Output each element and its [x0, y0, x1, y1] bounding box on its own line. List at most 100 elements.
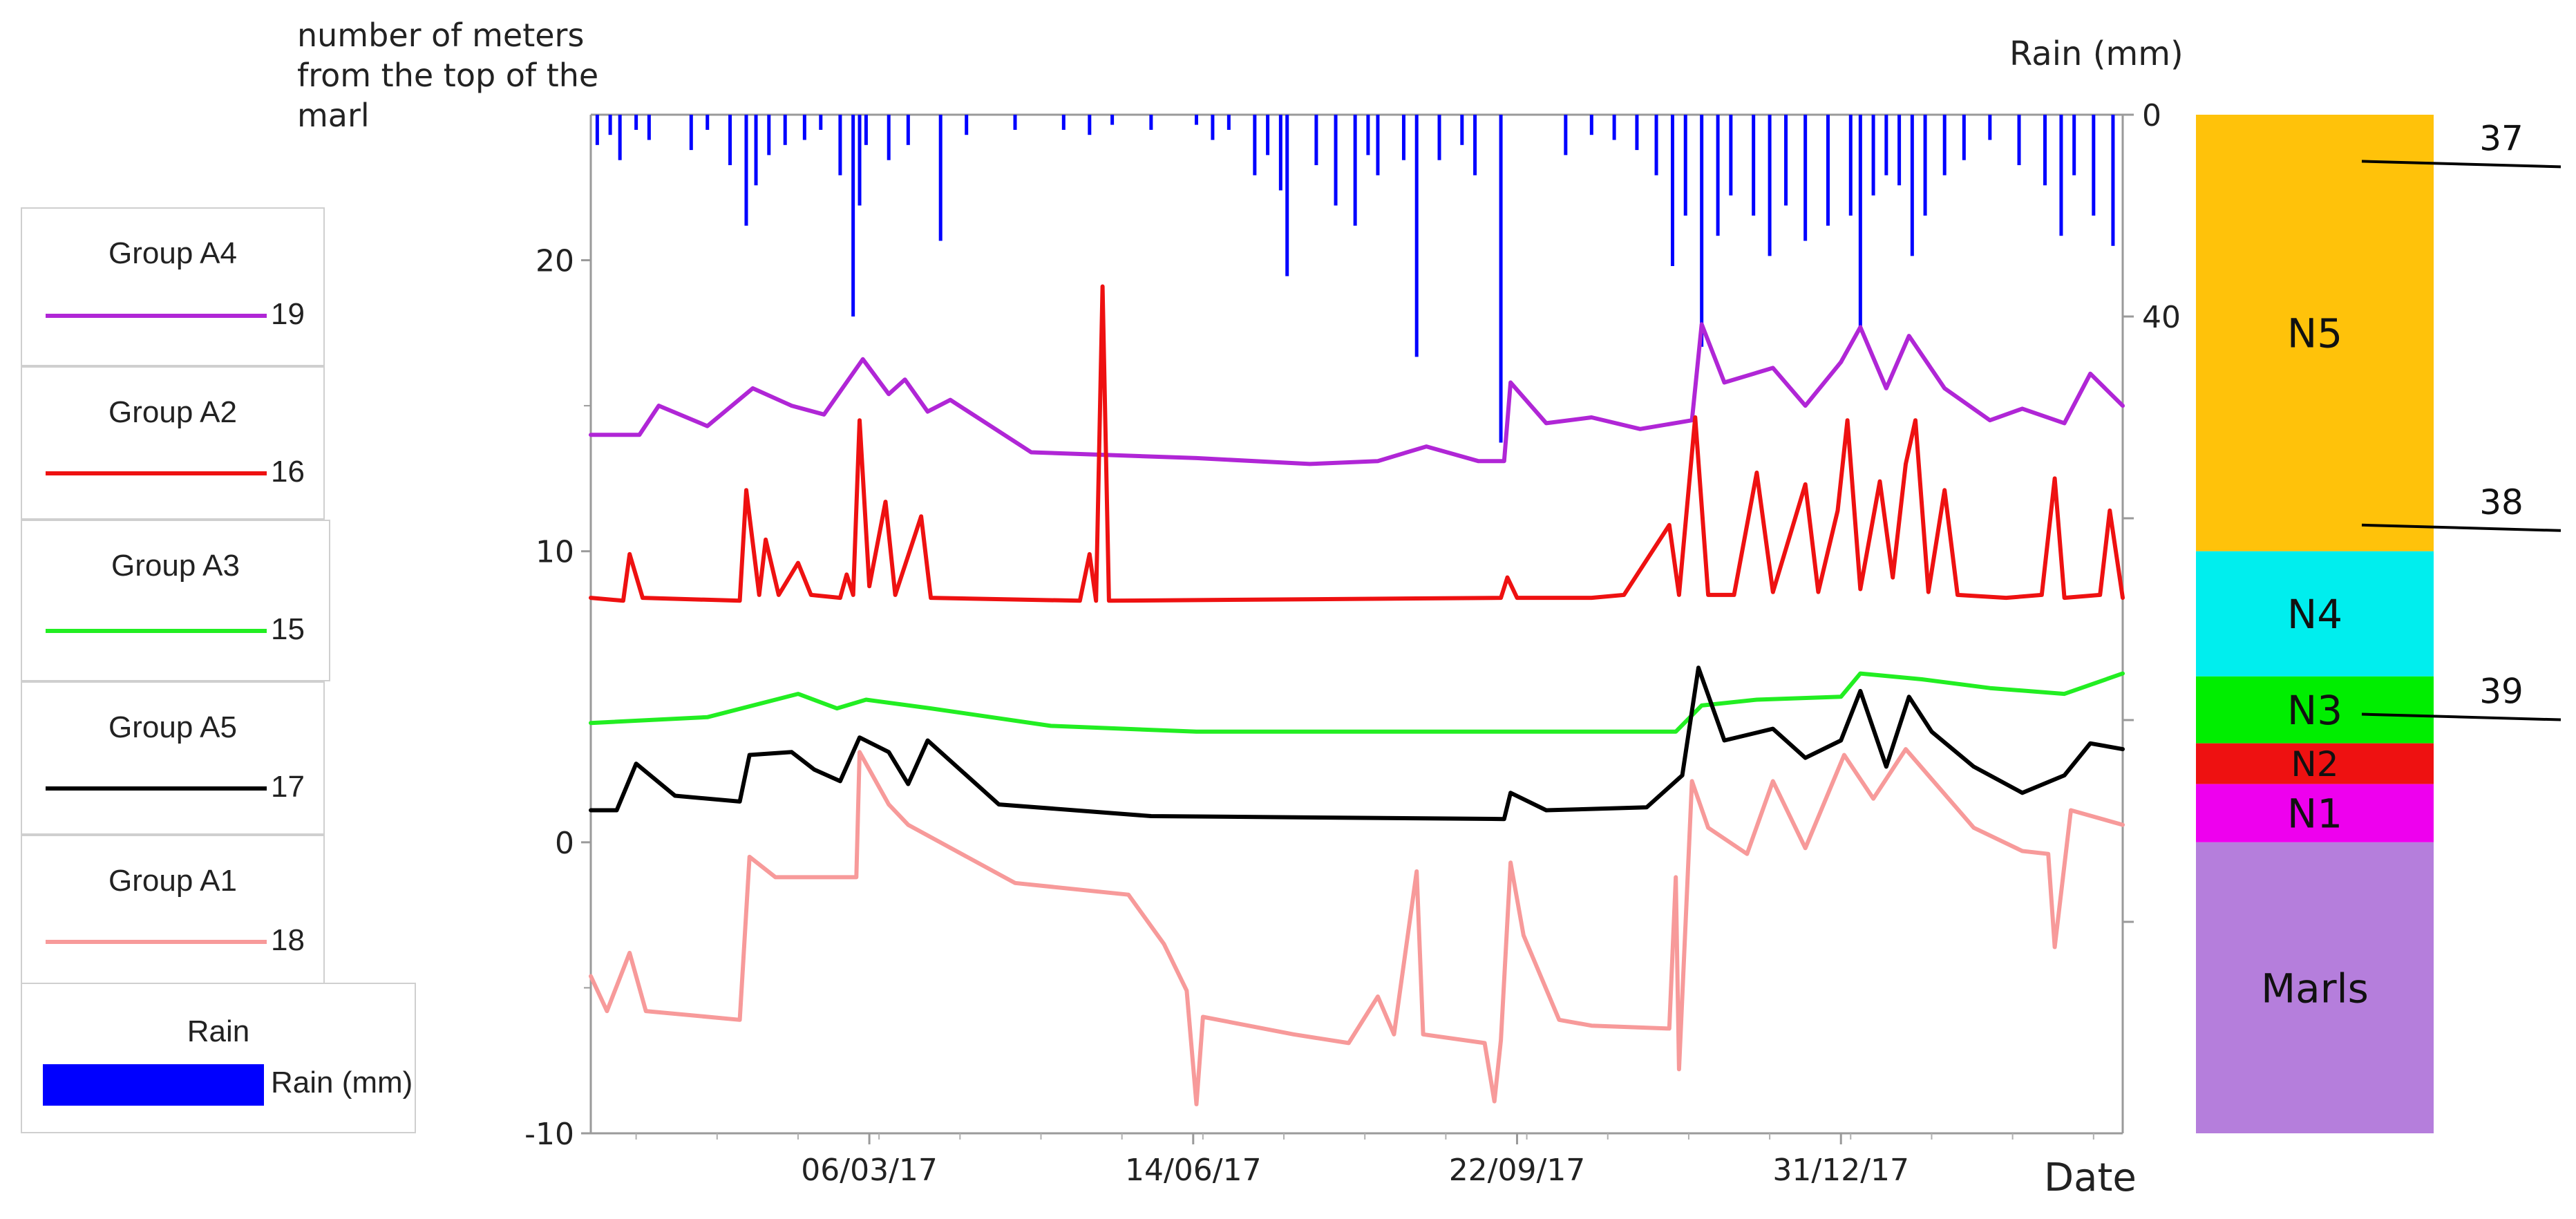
rain-bar — [1414, 115, 1419, 357]
rain-bar — [1401, 115, 1405, 160]
legend-number: 19 — [271, 297, 305, 331]
legend-group-a3: Group A3 15 — [21, 520, 330, 681]
rain-bar — [1088, 115, 1092, 135]
rain-bar — [1266, 115, 1270, 155]
x-tick-label: 31/12/17 — [1772, 1153, 1909, 1188]
rain-bar — [1437, 115, 1441, 160]
rain-bar — [634, 115, 638, 130]
rain-bar — [705, 115, 710, 130]
rain-bar — [1729, 115, 1733, 196]
strat-layer-label: N2 — [2291, 744, 2338, 784]
series-line-group-a4 — [589, 322, 2125, 466]
rain-bar — [1988, 115, 1992, 140]
strat-marker-label: 38 — [2479, 482, 2523, 522]
rain-bar — [1752, 115, 1756, 216]
rain-bar — [819, 115, 823, 130]
rain-bar — [595, 115, 599, 145]
legend-number: 17 — [271, 770, 305, 804]
strat-marker-label: 37 — [2479, 118, 2523, 158]
rain-bar — [906, 115, 910, 145]
rain-bar — [689, 115, 693, 151]
legend-line-swatch — [46, 471, 267, 475]
stratigraphy-column: N5 N4 N3 N2 N1 Marls 37 38 39 — [2196, 115, 2561, 1133]
legend-title: Group A2 — [108, 395, 237, 429]
strat-layer-n2 — [2196, 743, 2434, 784]
series-line-group-a5 — [589, 665, 2125, 822]
rain-bar — [1784, 115, 1788, 206]
rain-bar — [1803, 115, 1808, 241]
y-tick-label: -10 — [524, 1117, 574, 1152]
rain-bar — [838, 115, 842, 176]
strat-layer-n1 — [2196, 784, 2434, 842]
rain-axis-title: Rain (mm) — [2009, 35, 2184, 73]
legend-group-a1: Group A1 18 — [21, 835, 325, 988]
x-tick-label: 06/03/17 — [801, 1153, 938, 1188]
legend-rain: Rain Rain (mm) — [21, 983, 416, 1133]
y-tick-label: 10 — [536, 535, 574, 570]
strat-layer-n5 — [2196, 115, 2434, 551]
rain-bar — [618, 115, 622, 160]
legend-line-swatch — [46, 786, 267, 791]
rain-bar — [802, 115, 806, 140]
y2-tick-label: 40 — [2142, 300, 2181, 335]
series-group — [589, 284, 2125, 1106]
rain-bar — [1564, 115, 1568, 155]
legend-group-a5: Group A5 17 — [21, 681, 325, 835]
rain-bar — [1858, 115, 1862, 327]
rain-bar — [1768, 115, 1772, 256]
rain-bar — [728, 115, 732, 165]
y-tick-label: 0 — [555, 826, 574, 861]
rain-bar — [1923, 115, 1927, 216]
rain-bar — [1848, 115, 1853, 216]
legend-number: 15 — [271, 612, 305, 646]
rain-bar — [1670, 115, 1674, 266]
rain-bar — [2059, 115, 2063, 236]
series-line-group-a2 — [589, 284, 2125, 603]
rain-bar — [1473, 115, 1477, 176]
strat-layer-label: N5 — [2287, 310, 2342, 357]
rain-bar — [1353, 115, 1357, 226]
rain-bar — [1376, 115, 1380, 176]
rain-bar — [1826, 115, 1830, 226]
x-axis-title: Date — [2044, 1155, 2137, 1200]
rain-bar — [2092, 115, 2096, 216]
rain-bar — [647, 115, 651, 140]
strat-layer-n4 — [2196, 551, 2434, 677]
rain-bar — [767, 115, 771, 155]
strat-marker-line — [2361, 712, 2561, 721]
rain-bar — [608, 115, 612, 135]
x-tick-label: 22/09/17 — [1449, 1153, 1586, 1188]
rain-bar — [1285, 115, 1289, 276]
strat-layer-marls — [2196, 842, 2434, 1133]
rain-bar — [1460, 115, 1464, 145]
rain-bar — [2043, 115, 2047, 186]
legend-number: 16 — [271, 455, 305, 489]
rain-bar — [1871, 115, 1875, 196]
rain-bar — [1897, 115, 1902, 186]
rain-bar — [2111, 115, 2115, 246]
rain-bar — [858, 115, 862, 206]
legend-group-a2: Group A2 16 — [21, 366, 325, 520]
rain-bar — [1942, 115, 1947, 176]
legend-title: Group A4 — [108, 236, 237, 270]
series-line-group-a1 — [589, 747, 2125, 1106]
rain-bar — [1962, 115, 1966, 160]
rain-bar — [1700, 115, 1704, 347]
legend-title: Group A3 — [111, 549, 240, 583]
x-tick-label: 14/06/17 — [1125, 1153, 1262, 1188]
strat-layer-label: N3 — [2287, 687, 2342, 734]
legend-line-swatch — [46, 314, 267, 318]
rain-bar — [1589, 115, 1593, 135]
strat-marker-label: 39 — [2479, 672, 2523, 712]
rain-bar — [1654, 115, 1658, 176]
rain-bar — [851, 115, 855, 316]
rain-bar — [1612, 115, 1616, 140]
rain-bar — [965, 115, 969, 135]
rain-bar — [864, 115, 868, 145]
y-axis-title: number of meters from the top of the marl — [297, 17, 599, 134]
rain-bar — [1110, 115, 1115, 125]
strat-layer-label: N4 — [2287, 591, 2342, 638]
y-tick-label: 20 — [536, 244, 574, 279]
strat-layer-label: Marls — [2261, 965, 2369, 1012]
